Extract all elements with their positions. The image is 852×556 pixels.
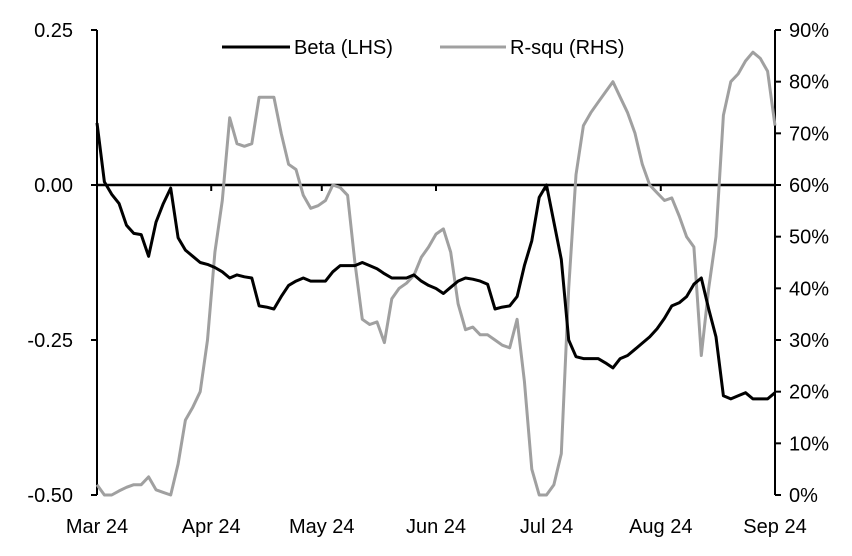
left-tick-label: -0.25 (27, 330, 73, 352)
right-tick-label: 0% (789, 485, 818, 507)
left-tick-label: 0.25 (34, 20, 73, 42)
axes: 0.25 0.00 -0.25 -0.50 0% 10% 20% 30% 40% 50% 60% 70… (27, 20, 829, 538)
beta-line (95, 122, 776, 401)
rsqu-line (95, 50, 777, 497)
x-tick-label: Jun 24 (406, 516, 466, 538)
right-tick-label: 80% (789, 72, 829, 94)
x-tick-label: May 24 (289, 516, 355, 538)
right-tick-label: 60% (789, 175, 829, 197)
right-tick-label: 30% (789, 330, 829, 352)
right-tick-label: 10% (789, 433, 829, 455)
x-tick-label: Mar 24 (66, 516, 128, 538)
right-tick-label: 40% (789, 278, 829, 300)
right-tick-label: 70% (789, 123, 829, 145)
right-tick-label: 20% (789, 382, 829, 404)
legend-label-rsqu: R-squ (RHS) (510, 37, 624, 59)
x-tick-label: Aug 24 (629, 516, 692, 538)
x-tick-label: Apr 24 (182, 516, 241, 538)
left-tick-label: 0.00 (34, 175, 73, 197)
legend-label-beta: Beta (LHS) (294, 37, 393, 59)
x-tick-label: Sep 24 (743, 516, 806, 538)
series-lines (95, 50, 777, 497)
right-tick-label: 90% (789, 20, 829, 42)
x-tick-label: Jul 24 (520, 516, 573, 538)
left-tick-label: -0.50 (27, 485, 73, 507)
legend: Beta (LHS) R-squ (RHS) (222, 37, 624, 59)
right-tick-label: 50% (789, 227, 829, 249)
